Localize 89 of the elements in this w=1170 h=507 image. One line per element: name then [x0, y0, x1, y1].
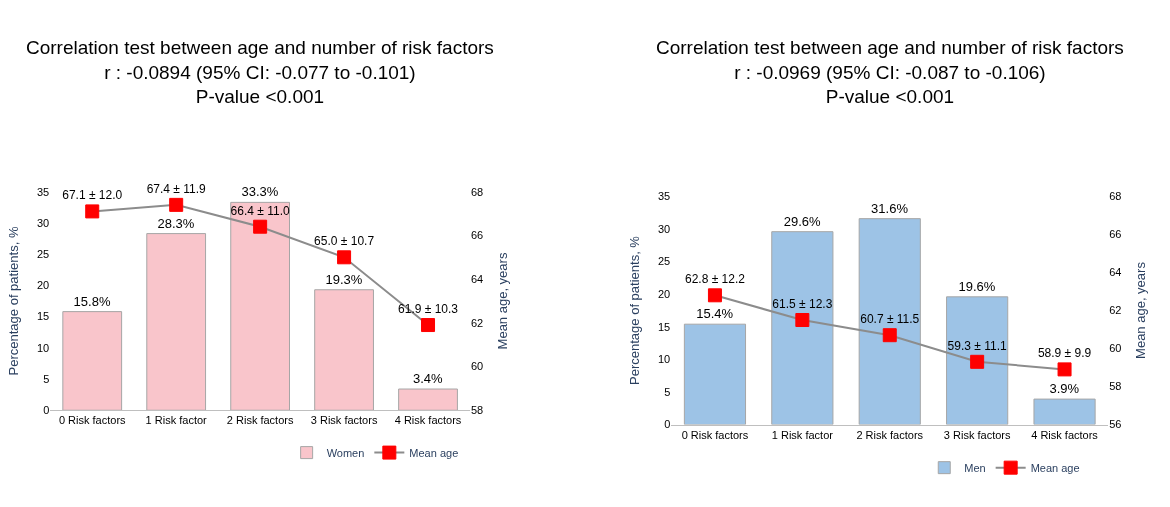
point	[1057, 362, 1072, 377]
data-label: 61.9 ± 10.3	[398, 301, 459, 316]
x-tick-label: 3 Risk factors	[943, 428, 1011, 441]
legend-label: Women	[326, 446, 365, 459]
data-label: 67.4 ± 11.9	[146, 181, 207, 196]
point	[253, 219, 268, 234]
point	[337, 250, 352, 265]
y2-tick-label: 68	[471, 185, 484, 198]
x-tick-label: 2 Risk factors	[226, 414, 294, 427]
y2-tick-label: 64	[1109, 266, 1122, 279]
x-tick-label: 0 Risk factors	[58, 414, 127, 427]
bar	[858, 218, 921, 425]
y-tick-label: 20	[658, 288, 671, 301]
data-label: 59.3 ± 11.1	[947, 338, 1008, 353]
point	[421, 318, 436, 333]
bar	[398, 388, 458, 411]
point	[795, 313, 810, 327]
point	[85, 204, 100, 219]
x-tick-label: 2 Risk factors	[856, 428, 924, 441]
y2-tick-label: 62	[471, 316, 484, 329]
bar	[946, 296, 1009, 425]
data-label: 3.9%	[1049, 381, 1080, 397]
bar	[683, 323, 747, 425]
y2-tick-label: 60	[471, 360, 484, 373]
point	[707, 288, 722, 303]
y2-tick-label: 66	[471, 229, 484, 242]
data-label: 58.9 ± 9.9	[1037, 346, 1092, 361]
y2-tick-label: 64	[471, 273, 484, 285]
y-tick-label: 0	[43, 404, 50, 417]
y-tick-label: 5	[664, 385, 671, 398]
data-label: 3.4%	[412, 371, 444, 387]
y-tick-label: 35	[658, 190, 671, 203]
point	[882, 328, 897, 343]
y-tick-label: 5	[43, 372, 50, 385]
y-tick-label: 30	[658, 222, 671, 235]
y-axis-title: Percentage of patients, %	[626, 235, 642, 385]
legend-label: Mean age	[409, 446, 459, 459]
legend-label: Men	[964, 461, 986, 474]
y2-tick-label: 58	[471, 404, 484, 417]
y-tick-label: 25	[658, 255, 671, 268]
y-tick-label: 20	[37, 279, 50, 292]
data-label: 28.3%	[157, 215, 195, 231]
y2-tick-label: 56	[1109, 418, 1122, 431]
y-tick-label: 30	[37, 216, 50, 229]
y-tick-label: 15	[37, 310, 50, 323]
y-tick-label: 25	[37, 248, 50, 261]
data-label: 31.6%	[871, 200, 909, 216]
point	[169, 197, 184, 212]
chart-title: Correlation test between age and number of risk factors r : -0.0894 (95% CI: -0.077 to -0.101) P-value <0.001	[26, 37, 494, 108]
x-tick-label: 1 Risk factor	[771, 428, 834, 441]
x-tick-label: 1 Risk factor	[145, 414, 208, 427]
y2-tick-label: 60	[1109, 342, 1122, 355]
legend-label: Mean age	[1030, 461, 1080, 474]
x-tick-label: 4 Risk factors	[1031, 428, 1099, 441]
data-label: 60.7 ± 11.5	[860, 312, 920, 327]
bar	[146, 233, 207, 411]
point	[970, 354, 985, 369]
y2-tick-label: 58	[1109, 380, 1122, 393]
y-axis-title: Percentage of patients, %	[5, 226, 21, 376]
data-label: 65.0 ± 10.7	[314, 234, 375, 249]
data-label: 67.1 ± 12.0	[62, 188, 123, 203]
chart-title: Correlation test between age and number of risk factors r : -0.0969 (95% CI: -0.087 to -0.106) P-value <0.001	[656, 37, 1124, 108]
data-label: 19.3%	[325, 271, 363, 287]
x-tick-label: 3 Risk factors	[310, 414, 378, 427]
x-tick-label: 4 Risk factors	[394, 414, 462, 427]
data-label: 33.3%	[241, 184, 279, 200]
bar	[230, 201, 291, 411]
bar	[1033, 398, 1096, 425]
y2-axis-title: Mean age, years	[1133, 261, 1149, 359]
data-label: 15.4%	[696, 306, 734, 322]
bar	[314, 289, 374, 411]
y-tick-label: 0	[664, 418, 671, 431]
y2-tick-label: 66	[1109, 228, 1122, 241]
y-tick-label: 10	[658, 353, 671, 366]
y2-axis-title: Mean age, years	[494, 252, 510, 350]
y2-tick-label: 62	[1109, 304, 1122, 317]
data-label: 61.5 ± 12.3	[772, 296, 833, 311]
data-label: 15.8%	[73, 293, 111, 309]
y-tick-label: 10	[37, 341, 50, 354]
bar	[62, 311, 123, 411]
data-label: 66.4 ± 11.0	[230, 203, 290, 218]
data-label: 29.6%	[783, 213, 821, 229]
bar	[771, 231, 834, 425]
y-tick-label: 35	[37, 185, 50, 198]
data-label: 19.6%	[958, 278, 996, 294]
data-label: 62.8 ± 12.2	[684, 272, 746, 287]
y-tick-label: 15	[658, 320, 671, 333]
y2-tick-label: 68	[1109, 190, 1122, 203]
x-tick-label: 0 Risk factors	[681, 428, 749, 441]
